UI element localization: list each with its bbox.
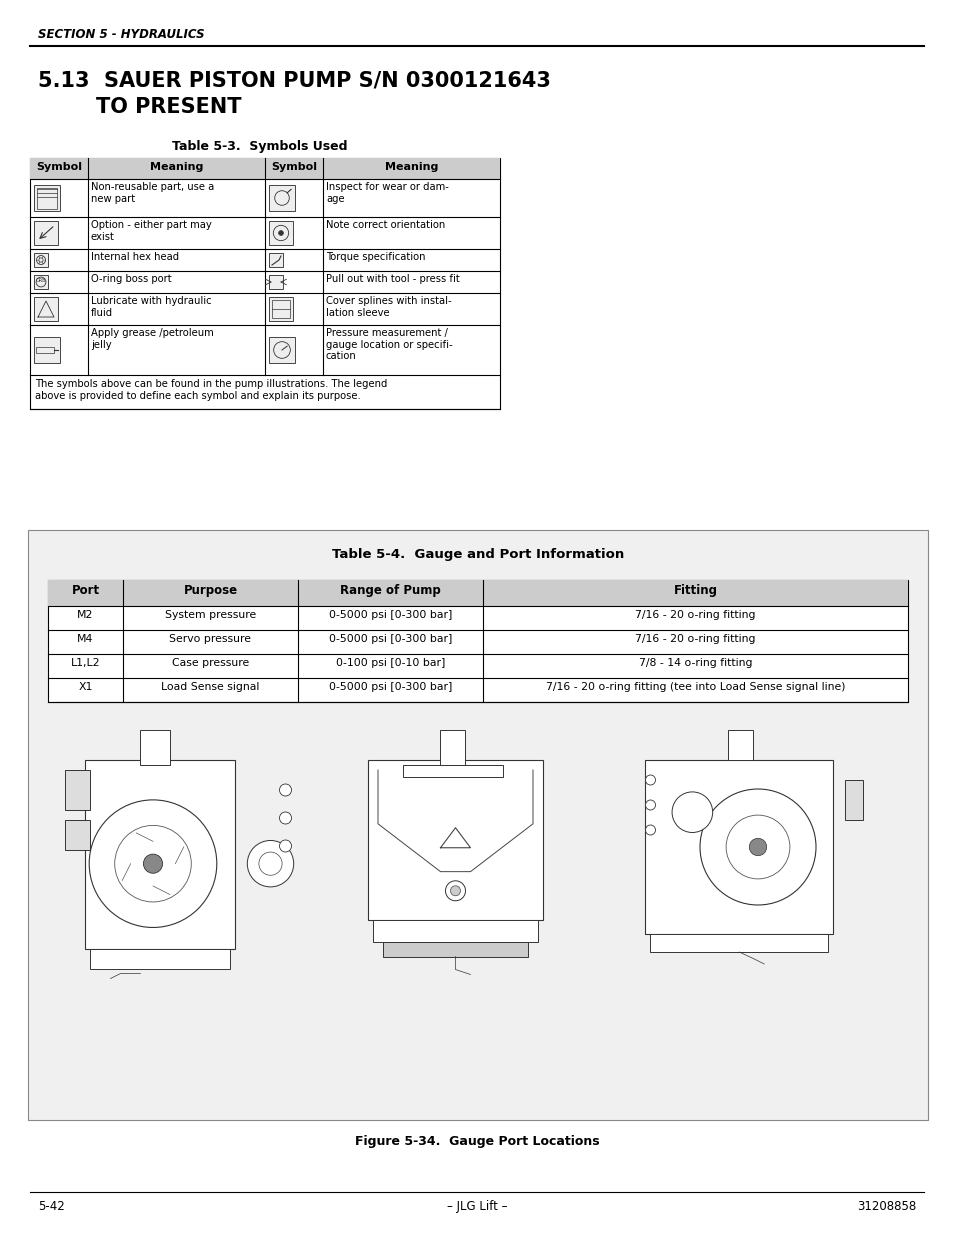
Circle shape [114, 825, 192, 902]
Bar [66, 769, 91, 810]
Text: Meaning: Meaning [384, 162, 437, 172]
Text: Range of Pump: Range of Pump [340, 584, 440, 597]
Text: 7/16 - 20 o-ring fitting: 7/16 - 20 o-ring fitting [635, 634, 755, 643]
Text: Case pressure: Case pressure [172, 658, 249, 668]
Bar [34, 253, 48, 267]
Text: – JLG Lift –: – JLG Lift – [446, 1200, 507, 1213]
Bar [48, 580, 907, 606]
Text: 0-5000 psi [0-300 bar]: 0-5000 psi [0-300 bar] [329, 634, 452, 643]
Text: Servo pressure: Servo pressure [170, 634, 252, 643]
Bar [28, 530, 927, 1120]
Text: Meaning: Meaning [150, 162, 203, 172]
Text: Note correct orientation: Note correct orientation [326, 220, 445, 230]
Bar [66, 820, 91, 850]
Bar [272, 300, 290, 317]
Bar [373, 920, 537, 941]
Circle shape [279, 811, 292, 824]
Text: 0-5000 psi [0-300 bar]: 0-5000 psi [0-300 bar] [329, 682, 452, 692]
Bar [269, 296, 293, 321]
Text: Purpose: Purpose [183, 584, 237, 597]
Text: 5.13  SAUER PISTON PUMP S/N 0300121643: 5.13 SAUER PISTON PUMP S/N 0300121643 [38, 70, 550, 90]
Text: Load Sense signal: Load Sense signal [161, 682, 259, 692]
Circle shape [278, 231, 283, 236]
Text: Non-reusable part, use a
new part: Non-reusable part, use a new part [91, 182, 214, 204]
Bar [269, 253, 283, 267]
Text: Torque specification: Torque specification [326, 252, 425, 262]
Text: M4: M4 [77, 634, 93, 643]
Text: SECTION 5 - HYDRAULICS: SECTION 5 - HYDRAULICS [38, 28, 204, 41]
Text: Symbol: Symbol [36, 162, 82, 172]
Bar [37, 188, 57, 209]
Bar [34, 337, 60, 363]
Text: Cover splines with instal-
lation sleeve: Cover splines with instal- lation sleeve [326, 296, 451, 317]
Bar [91, 948, 231, 968]
Circle shape [445, 881, 465, 900]
Circle shape [143, 855, 162, 873]
Bar [269, 275, 283, 289]
Circle shape [90, 800, 216, 927]
Bar [30, 158, 499, 179]
Text: M2: M2 [77, 610, 93, 620]
Circle shape [247, 841, 294, 887]
Text: 7/16 - 20 o-ring fitting: 7/16 - 20 o-ring fitting [635, 610, 755, 620]
Circle shape [645, 825, 655, 835]
Circle shape [671, 792, 712, 832]
Bar [382, 941, 527, 956]
Bar [30, 158, 499, 409]
Text: The symbols above can be found in the pump illustrations. The legend
above is pr: The symbols above can be found in the pu… [35, 379, 387, 400]
Bar [36, 347, 54, 353]
Text: Symbol: Symbol [271, 162, 316, 172]
Text: Inspect for wear or dam-
age: Inspect for wear or dam- age [326, 182, 449, 204]
Bar [402, 764, 502, 777]
Text: System pressure: System pressure [165, 610, 255, 620]
Bar [440, 730, 465, 764]
Bar [844, 781, 862, 820]
Text: Table 5-4.  Gauge and Port Information: Table 5-4. Gauge and Port Information [332, 548, 623, 561]
Text: 0-5000 psi [0-300 bar]: 0-5000 psi [0-300 bar] [329, 610, 452, 620]
Circle shape [725, 815, 789, 879]
Bar [727, 730, 752, 760]
Bar [269, 185, 294, 211]
Circle shape [645, 776, 655, 785]
Bar [86, 760, 235, 948]
Bar [34, 221, 58, 245]
Bar [140, 730, 171, 764]
Bar [368, 760, 542, 920]
Bar [34, 185, 60, 211]
Circle shape [450, 885, 460, 895]
Text: 7/8 - 14 o-ring fitting: 7/8 - 14 o-ring fitting [639, 658, 752, 668]
Text: Figure 5-34.  Gauge Port Locations: Figure 5-34. Gauge Port Locations [355, 1135, 598, 1149]
Bar [34, 275, 48, 289]
Text: 0-100 psi [0-10 bar]: 0-100 psi [0-10 bar] [335, 658, 445, 668]
Circle shape [645, 800, 655, 810]
Text: L1,L2: L1,L2 [71, 658, 100, 668]
Text: Option - either part may
exist: Option - either part may exist [91, 220, 212, 242]
Bar [650, 934, 827, 952]
Text: TO PRESENT: TO PRESENT [38, 98, 241, 117]
Text: O-ring boss port: O-ring boss port [91, 274, 172, 284]
Text: 7/16 - 20 o-ring fitting (tee into Load Sense signal line): 7/16 - 20 o-ring fitting (tee into Load … [545, 682, 844, 692]
Text: Fitting: Fitting [673, 584, 717, 597]
Circle shape [279, 840, 292, 852]
Text: Port: Port [71, 584, 99, 597]
Bar [269, 221, 293, 245]
Bar [645, 760, 832, 934]
Circle shape [279, 784, 292, 797]
Bar [48, 580, 907, 701]
Text: Apply grease /petroleum
jelly: Apply grease /petroleum jelly [91, 329, 213, 350]
Circle shape [748, 839, 766, 856]
Bar [34, 296, 58, 321]
Text: Internal hex head: Internal hex head [91, 252, 179, 262]
Text: ORB: ORB [35, 279, 46, 284]
Bar [269, 337, 294, 363]
Circle shape [700, 789, 815, 905]
Text: Pull out with tool - press fit: Pull out with tool - press fit [326, 274, 459, 284]
Text: Lubricate with hydraulic
fluid: Lubricate with hydraulic fluid [91, 296, 212, 317]
Text: X1: X1 [78, 682, 92, 692]
Circle shape [258, 852, 282, 876]
Text: 31208858: 31208858 [856, 1200, 915, 1213]
Text: Table 5-3.  Symbols Used: Table 5-3. Symbols Used [172, 140, 348, 153]
Text: 5-42: 5-42 [38, 1200, 65, 1213]
Text: Pressure measurement /
gauge location or specifi-
cation: Pressure measurement / gauge location or… [326, 329, 452, 361]
